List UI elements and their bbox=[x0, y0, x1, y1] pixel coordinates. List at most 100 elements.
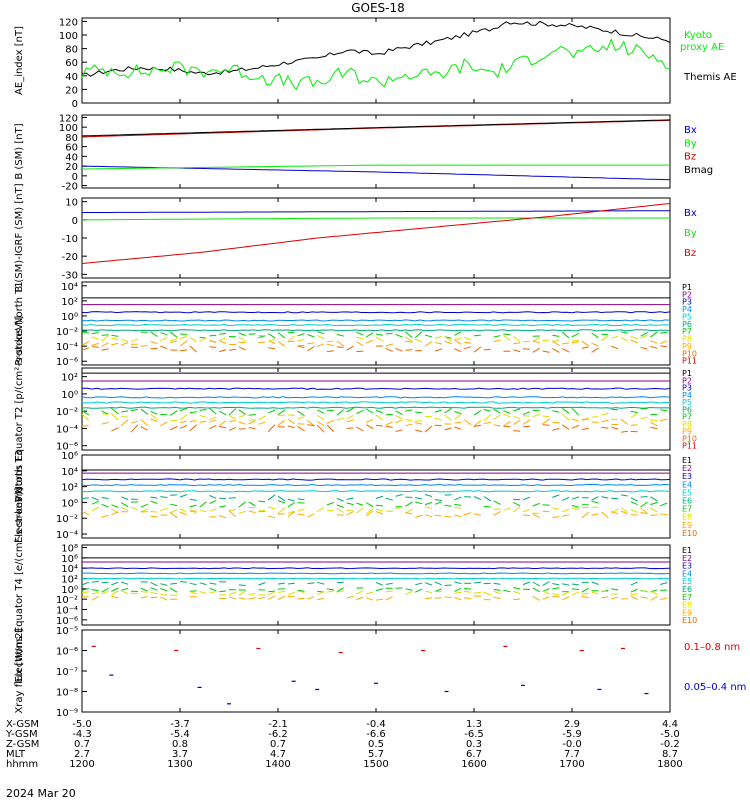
y-tick-label: 10 bbox=[65, 198, 78, 209]
channel-segments-9 bbox=[81, 339, 668, 347]
ephemeris-value: 2.9 bbox=[564, 719, 580, 730]
legend-label: 0.05–0.4 nm bbox=[684, 682, 746, 693]
series-line-1 bbox=[82, 210, 670, 213]
ephemeris-value: 4.4 bbox=[662, 719, 678, 730]
channel-label: E6 bbox=[682, 585, 692, 594]
channel-segments-7 bbox=[91, 500, 668, 508]
channel-line-6 bbox=[81, 406, 671, 409]
channel-label: E2 bbox=[682, 554, 692, 563]
panel-6: 10⁻⁴ 10⁻² 10⁰ 10² 10⁴ 10⁶ Electrons North T3 E1… bbox=[14, 450, 697, 543]
panel-frame bbox=[81, 197, 671, 279]
channel-label: E8 bbox=[682, 601, 692, 610]
channel-label: P7 bbox=[682, 413, 692, 422]
panel-3: -30 -20 -10 0 10 B (SM)-IGRF (SM) [nT] Bx By Bz bbox=[14, 183, 697, 292]
y-tick-label: 0 bbox=[72, 99, 78, 110]
panel-frame bbox=[81, 544, 671, 626]
y-tick-label: 10⁻⁷ bbox=[56, 667, 78, 678]
y-tick-label: -30 bbox=[62, 270, 78, 281]
y-tick-label: 10² bbox=[61, 373, 78, 384]
channel-label: P3 bbox=[682, 298, 692, 307]
ephemeris-value: 0.3 bbox=[466, 739, 482, 750]
legend-label: By bbox=[684, 228, 697, 239]
channel-label: E2 bbox=[682, 464, 692, 473]
channel-label: P2 bbox=[682, 376, 692, 385]
panel-frame bbox=[81, 367, 671, 451]
series-line-2 bbox=[82, 164, 670, 170]
channel-label: E10 bbox=[682, 529, 697, 538]
legend-label: Bz bbox=[684, 248, 696, 259]
channel-label: P3 bbox=[682, 384, 692, 393]
ephemeris-value: 1.3 bbox=[466, 719, 482, 730]
y-tick-label: 20 bbox=[65, 162, 78, 173]
y-tick-label: 60 bbox=[65, 58, 78, 69]
channel-segments-8 bbox=[81, 590, 658, 596]
ephemeris-value: -6.2 bbox=[268, 729, 288, 740]
y-tick-label: 10⁴ bbox=[61, 467, 78, 478]
channel-label: E4 bbox=[682, 480, 692, 489]
y-tick-label: 80 bbox=[65, 133, 78, 144]
legend-label: Bx bbox=[684, 125, 697, 136]
channel-segments-10 bbox=[111, 424, 658, 433]
legend-label: Bx bbox=[684, 208, 697, 219]
y-tick-label: 120 bbox=[59, 17, 78, 28]
channel-label: E8 bbox=[682, 513, 692, 522]
time-tick-label: 1500 bbox=[363, 759, 388, 770]
legend-label: By bbox=[684, 138, 697, 149]
channel-label: E6 bbox=[682, 497, 692, 506]
y-tick-label: 10⁻⁶ bbox=[56, 357, 78, 368]
channel-label: P11 bbox=[682, 442, 697, 451]
channel-segments-7 bbox=[81, 331, 668, 339]
y-axis-label: Protons Equator T2 [p/(cm²-s-sr-keV)] bbox=[14, 316, 25, 503]
y-tick-label: 80 bbox=[65, 45, 78, 56]
panel-frame bbox=[81, 17, 671, 104]
ephemeris-value: 8.7 bbox=[662, 749, 678, 760]
channel-line-4 bbox=[81, 396, 671, 399]
channel-label: P4 bbox=[682, 305, 692, 314]
channel-line-5 bbox=[81, 577, 671, 580]
y-tick-label: 10⁻² bbox=[56, 595, 78, 606]
channel-segments-9 bbox=[81, 418, 668, 427]
y-tick-label: 10⁰ bbox=[61, 498, 78, 509]
channel-segments-6 bbox=[81, 581, 668, 587]
y-tick-label: 10⁻⁵ bbox=[56, 626, 78, 637]
series-line-4 bbox=[81, 119, 671, 137]
y-tick-label: 0 bbox=[72, 172, 78, 183]
ephemeris-value: 0.7 bbox=[74, 739, 90, 750]
y-tick-label: 10² bbox=[61, 575, 78, 586]
channel-line-4 bbox=[81, 319, 671, 322]
time-tick-label: 1700 bbox=[559, 759, 584, 770]
ephemeris-value: 4.7 bbox=[270, 749, 286, 760]
ephemeris-value: 0.8 bbox=[172, 739, 188, 750]
y-tick-label: 10⁻⁶ bbox=[56, 442, 78, 453]
y-tick-label: 10² bbox=[61, 483, 78, 494]
channel-label: E3 bbox=[682, 472, 692, 481]
legend-label: Kyoto bbox=[684, 30, 712, 41]
y-tick-label: -10 bbox=[62, 234, 78, 245]
channel-label: E5 bbox=[682, 577, 692, 586]
ephemeris-value: 5.7 bbox=[368, 749, 384, 760]
y-tick-label: 10⁻² bbox=[56, 407, 78, 418]
ephemeris-value: -4.3 bbox=[72, 729, 92, 740]
y-tick-label: 10⁴ bbox=[61, 282, 78, 293]
y-tick-label: 10⁰ bbox=[61, 585, 78, 596]
ephemeris-value: -6.6 bbox=[366, 729, 386, 740]
panel-5: 10⁻⁶ 10⁻⁴ 10⁻² 10⁰ 10² Protons Equator T2 [p/… bbox=[14, 316, 697, 503]
y-tick-label: 10⁶ bbox=[61, 451, 78, 462]
channel-segments-6 bbox=[81, 493, 658, 502]
ephemeris-value: -5.0 bbox=[72, 719, 92, 730]
y-axis-label: Xray flux [W/m2] bbox=[14, 628, 25, 713]
ephemeris-label: hhmm bbox=[6, 759, 38, 770]
ephemeris-value: 0.7 bbox=[270, 739, 286, 750]
channel-label: P11 bbox=[682, 357, 697, 366]
channel-label: P8 bbox=[682, 420, 692, 429]
ephemeris-value: -2.1 bbox=[268, 719, 288, 730]
channel-label: P9 bbox=[682, 342, 692, 351]
channel-label: E7 bbox=[682, 593, 692, 602]
legend-label: Bz bbox=[684, 152, 696, 163]
channel-label: P8 bbox=[682, 335, 692, 344]
channel-label: E4 bbox=[682, 569, 692, 578]
ephemeris-label: Y-GSM bbox=[5, 729, 38, 740]
